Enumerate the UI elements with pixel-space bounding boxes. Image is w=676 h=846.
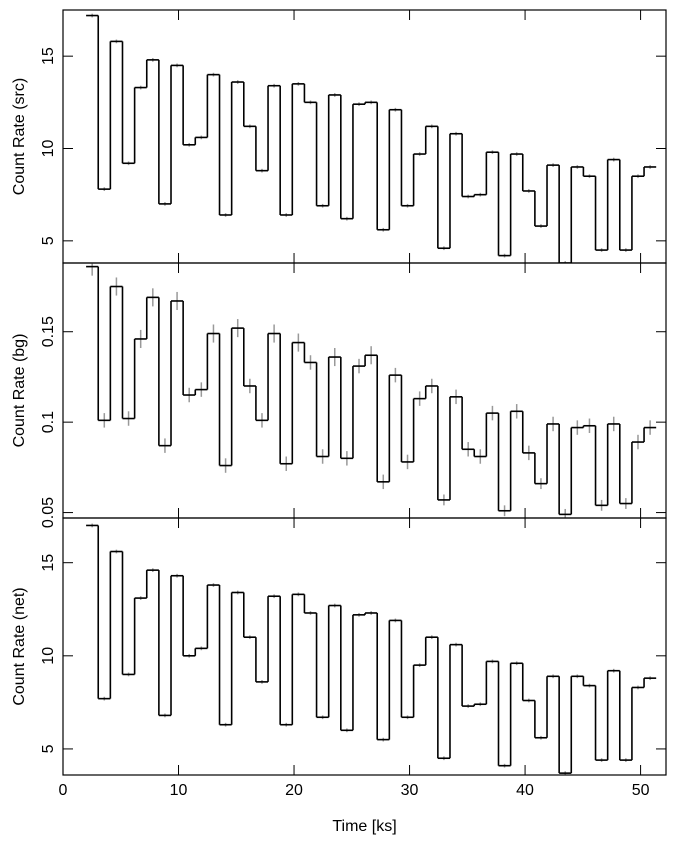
y-axis-label: Count Rate (net) xyxy=(11,587,28,705)
x-tick-label: 30 xyxy=(401,782,419,799)
y-axis-label: Count Rate (src) xyxy=(11,78,28,195)
y-tick-label: 10 xyxy=(40,647,57,665)
y-tick-label: 0.1 xyxy=(40,411,57,433)
y-tick-label: 15 xyxy=(40,554,57,572)
y-tick-label: 5 xyxy=(40,236,57,245)
x-tick-label: 0 xyxy=(59,782,68,799)
x-tick-label: 50 xyxy=(632,782,650,799)
x-tick-label: 20 xyxy=(285,782,303,799)
y-tick-label: 0.15 xyxy=(40,316,57,347)
plot-frame xyxy=(62,9,667,264)
x-tick-label: 40 xyxy=(516,782,534,799)
y-tick-label: 10 xyxy=(40,140,57,158)
plot-frame xyxy=(62,517,667,776)
x-axis-label: Time [ks] xyxy=(332,818,396,835)
x-tick-label: 10 xyxy=(170,782,188,799)
y-axis-label: Count Rate (bg) xyxy=(11,334,28,448)
y-tick-label: 15 xyxy=(40,47,57,65)
y-tick-label: 0.05 xyxy=(40,497,57,528)
y-tick-label: 5 xyxy=(40,744,57,753)
